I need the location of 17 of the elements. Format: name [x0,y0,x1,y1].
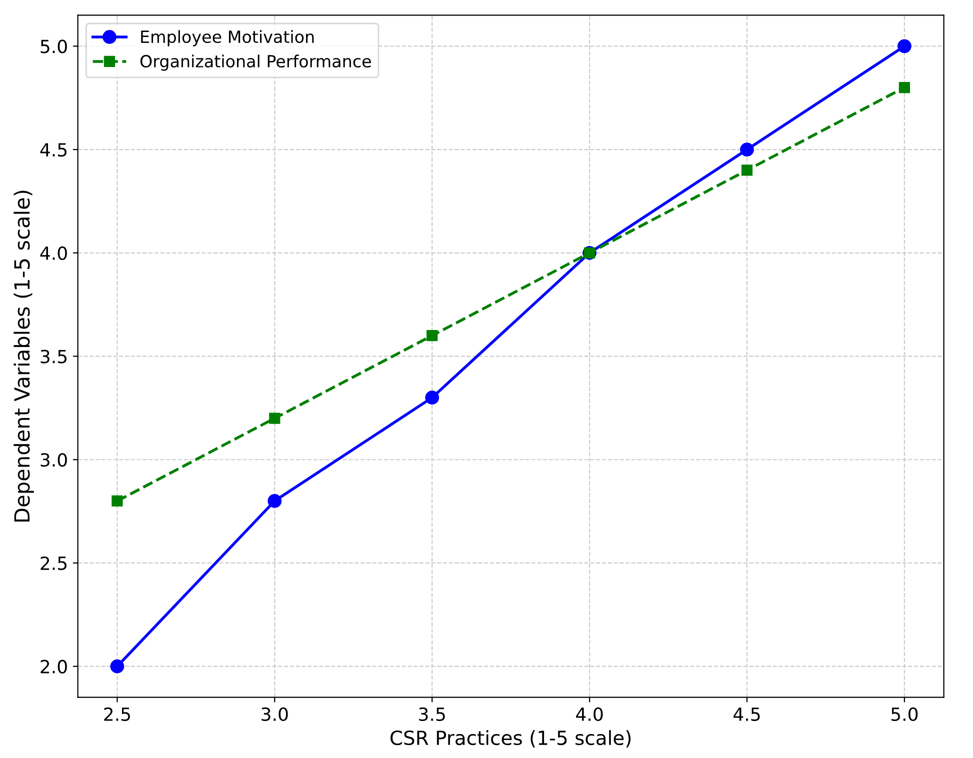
x-tick-label: 4.0 [576,707,603,722]
x-tick-label: 3.0 [262,707,288,722]
legend-label: Organizational Performance [140,54,371,71]
x-tick-label: 2.5 [104,707,130,722]
x-tick-label: 4.5 [734,708,760,722]
y-tick-label: 5.0 [40,40,67,54]
x-tick-label: 5.0 [891,707,918,722]
x-axis-title: CSR Practices (1-5 scale) [390,730,631,748]
y-tick-label: 2.0 [40,660,67,674]
y-tick-label: 4.5 [40,143,67,157]
x-tick-label: 3.5 [419,707,445,722]
y-axis-title: Dependent Variables (1-5 scale) [14,190,34,522]
y-tick-label: 3.5 [40,350,67,364]
y-tick-label: 2.5 [40,556,67,570]
y-tick-label: 3.0 [40,453,67,467]
legend-label: Employee Motivation [141,30,314,46]
y-tick-label: 4.0 [40,246,67,260]
